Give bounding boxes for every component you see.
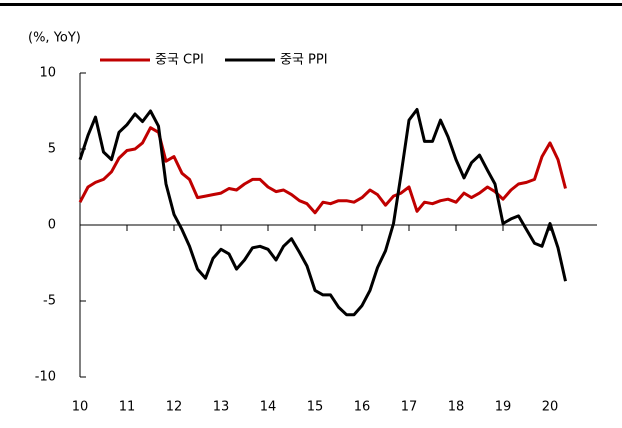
legend-label: 중국 CPI [155,53,204,68]
y-tick-label: -10 [35,370,56,385]
x-tick-label: 18 [448,400,465,415]
x-tick-label: 14 [260,400,277,415]
x-tick-label: 13 [213,400,230,415]
x-tick-label: 10 [72,400,89,415]
y-tick-label: -5 [43,294,56,309]
line-series [78,126,567,215]
y-tick-label: 0 [48,218,56,233]
top-rule [0,3,622,6]
unit-label: (%, YoY) [28,31,81,46]
x-tick-label: 19 [495,400,512,415]
line-series [78,108,567,317]
y-tick-label: 10 [39,66,56,81]
legend-label: 중국 PPI [280,53,328,68]
x-tick-label: 20 [542,400,559,415]
y-tick-label: 5 [48,142,56,157]
x-tick-label: 16 [354,400,371,415]
x-tick-label: 11 [119,400,136,415]
x-tick-label: 12 [166,400,183,415]
x-tick-label: 17 [401,400,418,415]
x-tick-label: 15 [307,400,324,415]
